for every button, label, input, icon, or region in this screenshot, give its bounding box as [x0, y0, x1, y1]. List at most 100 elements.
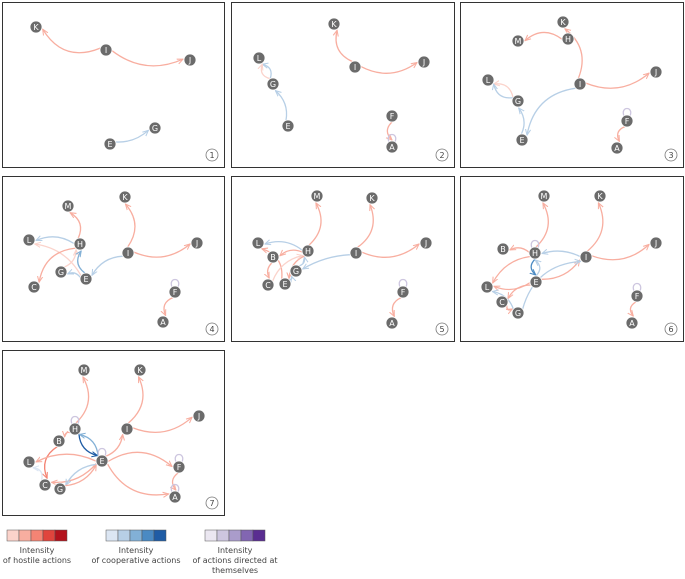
node-marker: [190, 236, 204, 250]
node-G: G: [511, 94, 525, 108]
hostile-edge-I-K: [357, 205, 374, 248]
node-E: E: [281, 119, 295, 133]
node-I: I: [349, 246, 363, 260]
node-label: I: [355, 249, 357, 258]
self-loop-A: [170, 483, 180, 493]
legend-swatch-1: [6, 529, 20, 542]
legend-label-line: of actions directed at: [192, 556, 277, 565]
node-label: I: [126, 425, 128, 434]
hostile-edge-I-J: [361, 244, 419, 258]
node-label: H: [305, 247, 311, 256]
self-loop-A: [387, 133, 397, 143]
hostile-edge-I-J: [360, 63, 417, 74]
panel-number: 3: [664, 148, 678, 162]
node-marker: [620, 114, 634, 128]
node-A: A: [385, 140, 399, 154]
node-marker: [327, 17, 341, 31]
node-marker: [515, 133, 529, 147]
self-loop-F: [632, 282, 642, 292]
node-label: B: [270, 253, 276, 262]
node-H: H: [301, 244, 315, 258]
node-label: M: [81, 366, 88, 375]
panel-number: 4: [205, 322, 219, 336]
node-I: I: [121, 246, 135, 260]
hostile-edge-I-J: [133, 244, 190, 258]
node-marker: [252, 51, 266, 65]
node-J: J: [419, 236, 433, 250]
node-B: B: [52, 434, 66, 448]
panel-number-circle: [435, 322, 449, 336]
hostile-edge-I-K: [565, 29, 583, 79]
cooperative-edge-I-G: [303, 254, 351, 269]
self-loop-F: [174, 453, 184, 463]
legend-swatch-4: [141, 529, 155, 542]
node-marker: [649, 236, 663, 250]
node-F: F: [396, 285, 410, 299]
node-label: L: [27, 458, 32, 467]
node-label: K: [331, 20, 337, 29]
legend-swatch-3: [30, 529, 44, 542]
node-H: H: [561, 32, 575, 46]
node-marker: [511, 94, 525, 108]
node-J: J: [649, 65, 663, 79]
node-label: G: [58, 268, 64, 277]
hostile-edge-I-K: [127, 377, 143, 424]
node-label: F: [625, 117, 630, 126]
node-marker: [278, 277, 292, 291]
node-marker: [385, 316, 399, 330]
node-label: K: [137, 366, 143, 375]
node-label: J: [188, 56, 191, 65]
node-marker: [481, 73, 495, 87]
panel-number: 1: [205, 148, 219, 162]
node-I: I: [120, 422, 134, 436]
node-label: M: [65, 202, 72, 211]
edges: [494, 29, 649, 142]
node-B: B: [496, 242, 510, 256]
node-A: A: [385, 316, 399, 330]
node-label: E: [99, 457, 104, 466]
node-label: J: [422, 58, 425, 67]
node-label: L: [27, 236, 32, 245]
node-J: J: [417, 55, 431, 69]
node-L: L: [251, 236, 265, 250]
node-marker: [183, 53, 197, 67]
panel-number: 6: [664, 322, 678, 336]
panel-number: 5: [435, 322, 449, 336]
hostile-edge-H-M: [70, 213, 82, 239]
node-marker: [649, 65, 663, 79]
panel-1: K I J G E 1: [2, 2, 225, 168]
node-M: M: [61, 199, 75, 213]
node-marker: [301, 244, 315, 258]
hostile-edge-I-J: [111, 50, 183, 67]
hostile-edge-H-B: [65, 432, 71, 436]
node-label: E: [282, 280, 287, 289]
hostile-edge-F-A: [630, 301, 637, 316]
node-J: J: [649, 236, 663, 250]
node-C: C: [495, 295, 509, 309]
node-E: E: [79, 272, 93, 286]
node-marker: [348, 60, 362, 74]
panel-6: M K B H J I E LC F G A 6: [460, 176, 684, 342]
node-label: F: [635, 292, 640, 301]
legend-label-line: Intensity: [218, 546, 253, 555]
node-marker: [251, 236, 265, 250]
panel-number-circle: [205, 322, 219, 336]
node-K: K: [556, 15, 570, 29]
hostile-edge-E-L: [36, 453, 97, 463]
node-label: I: [585, 253, 587, 262]
node-label: C: [42, 481, 48, 490]
node-label: J: [195, 239, 198, 248]
hostile-edge-I-K: [586, 203, 603, 252]
cooperative-edge-H-E: [531, 258, 536, 275]
node-marker: [22, 233, 36, 247]
node-marker: [29, 20, 43, 34]
panel-7: M K J H I B E L F C G A 7: [2, 350, 225, 516]
panel-number-circle: [664, 148, 678, 162]
node-marker: [630, 289, 644, 303]
node-G: G: [53, 482, 67, 496]
node-label: L: [485, 283, 490, 292]
node-marker: [556, 15, 570, 29]
